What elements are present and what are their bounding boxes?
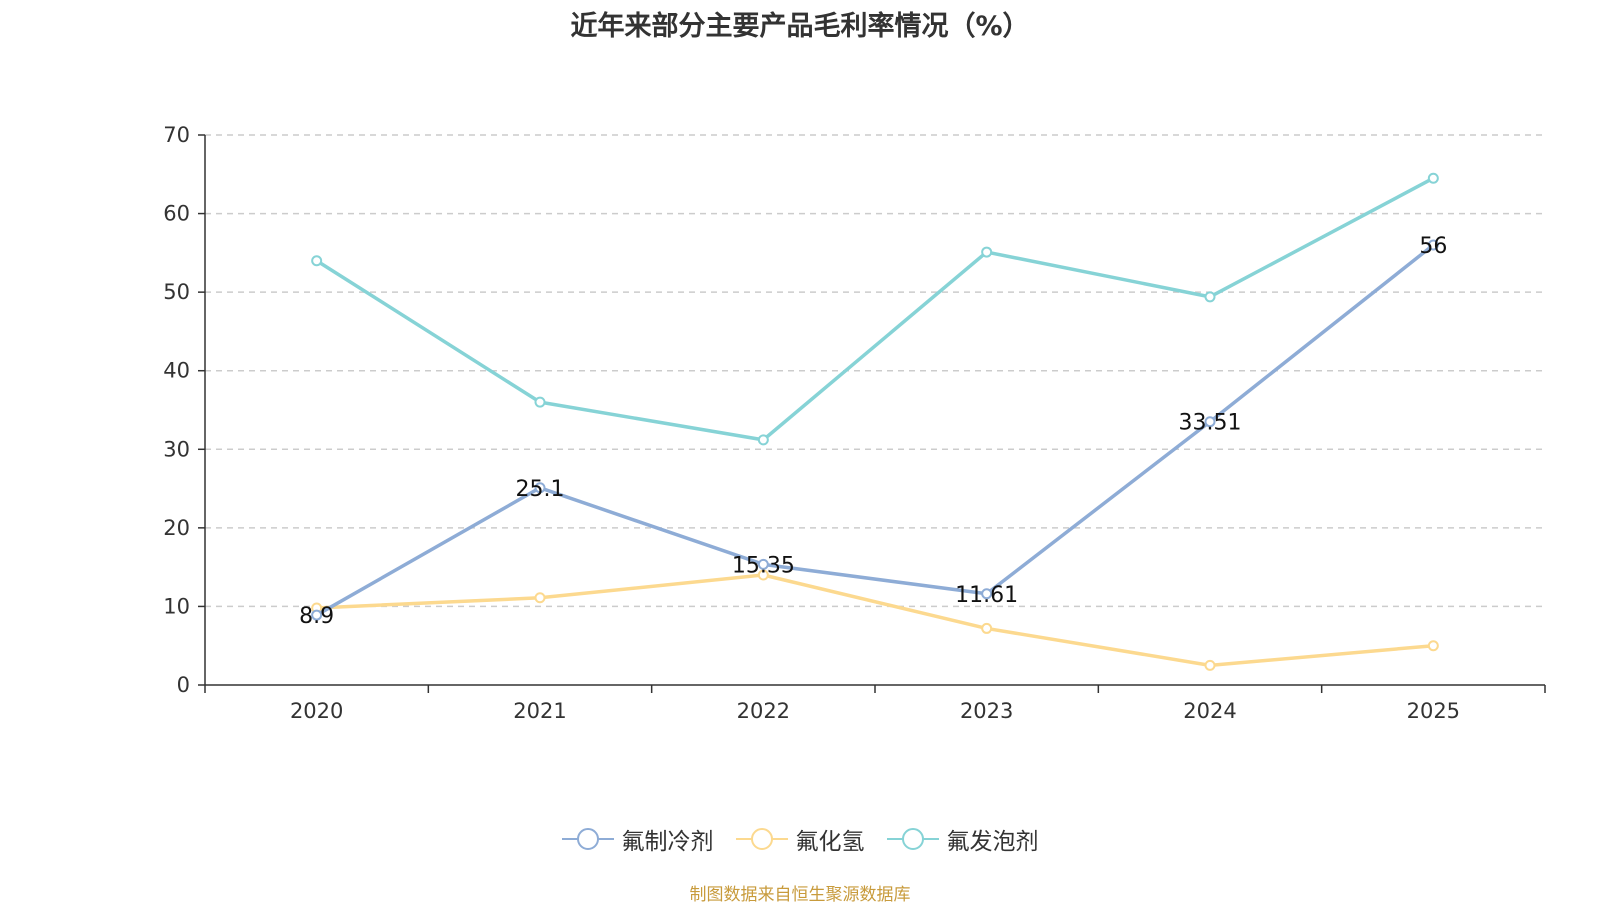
data-point[interactable] bbox=[534, 482, 546, 494]
x-tick-label: 2022 bbox=[737, 699, 790, 723]
data-labels: 8.9 25.1 15.35 11.61 33.51 56 bbox=[299, 234, 1447, 629]
legend-item-fluorine-foaming-agent[interactable]: 氟发泡剂 bbox=[886, 822, 1039, 856]
grid-lines bbox=[205, 134, 1545, 608]
legend-item-fluorine-refrigerant[interactable]: 氟制冷剂 bbox=[561, 822, 714, 856]
data-point[interactable] bbox=[981, 246, 993, 258]
y-tick-label: 50 bbox=[163, 280, 190, 304]
data-label: 8.9 bbox=[299, 604, 334, 629]
legend-marker-icon bbox=[561, 828, 614, 850]
data-point[interactable] bbox=[1204, 291, 1216, 303]
y-tick-label: 40 bbox=[163, 359, 190, 383]
x-tick-label: 2020 bbox=[290, 699, 343, 723]
data-point[interactable] bbox=[534, 592, 546, 604]
y-tick-label: 60 bbox=[163, 202, 190, 226]
source-note: 制图数据来自恒生聚源数据库 bbox=[689, 885, 911, 905]
y-tick-label: 0 bbox=[177, 673, 190, 697]
chart-title: 近年来部分主要产品毛利率情况（%） bbox=[570, 11, 1030, 42]
legend-label: 氟发泡剂 bbox=[946, 829, 1039, 855]
x-tick-label: 2023 bbox=[960, 699, 1013, 723]
x-tick-label: 2021 bbox=[513, 699, 566, 723]
data-point[interactable] bbox=[311, 609, 323, 621]
legend-label: 氟制冷剂 bbox=[621, 829, 714, 855]
data-point[interactable] bbox=[981, 622, 993, 634]
data-label: 25.1 bbox=[516, 477, 565, 502]
legend: 氟制冷剂 氟化氢 氟发泡剂 bbox=[0, 822, 1600, 856]
legend-item-hydrogen-fluoride[interactable]: 氟化氢 bbox=[735, 822, 865, 856]
data-point[interactable] bbox=[1427, 640, 1439, 652]
data-point[interactable] bbox=[311, 255, 323, 267]
series-line bbox=[316, 573, 1434, 668]
series-line bbox=[315, 176, 1435, 442]
y-tick-label: 70 bbox=[163, 123, 190, 147]
series-line bbox=[315, 243, 1435, 617]
y-tick-label: 30 bbox=[163, 437, 190, 461]
data-label: 11.61 bbox=[955, 583, 1018, 608]
data-label: 56 bbox=[1419, 234, 1447, 259]
data-point[interactable] bbox=[757, 434, 769, 446]
y-tick-label: 20 bbox=[163, 516, 190, 540]
legend-marker-icon bbox=[735, 828, 788, 850]
data-point[interactable] bbox=[1427, 172, 1439, 184]
data-point[interactable] bbox=[757, 569, 769, 581]
data-point[interactable] bbox=[1204, 416, 1216, 428]
data-label: 15.35 bbox=[732, 553, 795, 578]
data-point[interactable] bbox=[1427, 239, 1439, 251]
x-tick-label: 2024 bbox=[1183, 699, 1236, 723]
y-tick-label: 10 bbox=[163, 594, 190, 618]
data-label: 33.51 bbox=[1179, 411, 1242, 436]
data-point[interactable] bbox=[981, 588, 993, 600]
x-tick-label: 2025 bbox=[1407, 699, 1460, 723]
data-point[interactable] bbox=[757, 558, 769, 570]
legend-label: 氟化氢 bbox=[795, 829, 865, 855]
data-point[interactable] bbox=[1204, 659, 1216, 671]
series-lines bbox=[311, 172, 1439, 671]
legend-marker-icon bbox=[886, 828, 939, 850]
data-point[interactable] bbox=[534, 396, 546, 408]
axes: 0 10 20 30 40 50 60 70 2020 2021 2022 2023 2024 2025 bbox=[163, 123, 1546, 723]
